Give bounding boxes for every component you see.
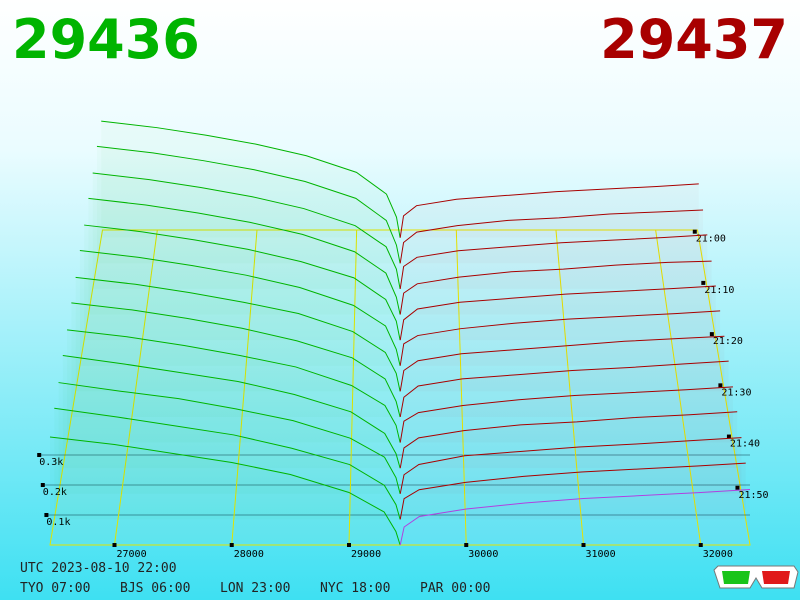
depth-line [399,335,725,392]
grid-line [348,229,358,546]
depth-line [62,354,401,469]
city-time: BJS 06:00 [120,581,190,596]
z-tick-label: 21:40 [730,439,760,450]
tick-dot [735,485,740,490]
tick-dot [346,543,351,547]
city-times: TYO 07:00 BJS 06:00 LON 23:00 NYC 18:00 PAR … [20,581,490,596]
tick-dot [692,229,697,234]
z-tick-label: 21:20 [713,336,743,347]
tick-dot [112,543,117,547]
x-tick-label: 31000 [586,549,616,560]
depth-line [71,302,401,418]
glasses-lens-right [762,571,790,584]
3d-glasses-icon [713,565,799,589]
depth-line [399,260,712,315]
x-tick-label: 27000 [116,549,146,560]
tick-dot [44,513,49,517]
depth-line [79,249,401,366]
depth-line [399,234,708,289]
glasses-lens-left [722,571,750,584]
depth-line [101,120,401,238]
x-tick-label: 32000 [703,549,733,560]
depth-line [58,382,401,494]
grid-line [555,229,584,546]
city-time: PAR 00:00 [420,581,490,596]
z-tick-label: 21:00 [696,234,726,245]
depth-line [88,197,401,315]
depth-line [84,224,401,341]
best-bid: 29436 [12,8,200,71]
tick-dot [726,434,731,439]
depth-line [75,276,401,392]
x-tick-label: 29000 [351,549,381,560]
depth-line [399,310,721,366]
depth-line [54,407,401,520]
tick-dot [701,280,706,285]
city-time: TYO 07:00 [20,581,90,596]
tick-dot [581,543,586,547]
grid-line [113,229,158,546]
tick-dot [709,332,714,337]
floor [49,229,751,546]
tick-dot [464,543,469,547]
y-tick-label: 0.2k [43,487,67,498]
tick-dot [229,543,234,547]
depth-line [399,209,704,264]
depth-line [399,386,733,443]
depth-line [49,436,401,546]
grid-line [231,229,258,546]
z-tick-label: 21:50 [738,490,768,501]
x-tick-label: 28000 [234,549,264,560]
y-tick-label: 0.1k [46,517,70,528]
depth-line [96,145,401,264]
depth-line [92,172,401,289]
y-tick-label: 0.3k [39,457,63,468]
depth-line [67,329,401,443]
tick-dot [718,383,723,388]
best-ask: 29437 [600,8,788,71]
depth-line [399,462,746,520]
z-tick-label: 21:10 [704,285,734,296]
x-tick-label: 30000 [468,549,498,560]
city-time: NYC 18:00 [320,581,390,596]
city-time: LON 23:00 [220,581,290,596]
grid-line [455,229,467,546]
depth-line [399,411,738,469]
depth-line [399,360,729,418]
depth-line [399,489,751,546]
tick-dot [40,483,45,487]
depth-line [399,285,716,341]
z-tick-label: 21:30 [721,387,751,398]
tick-dot [37,453,42,457]
utc-time: UTC 2023-08-10 22:00 [20,561,177,576]
plot: 0.1k 0.2k 0.3k 27000 28000 29000 30000 31000 320… [37,120,769,560]
depth-line [399,437,742,494]
depth-line [399,183,699,238]
tick-dot [698,543,703,547]
